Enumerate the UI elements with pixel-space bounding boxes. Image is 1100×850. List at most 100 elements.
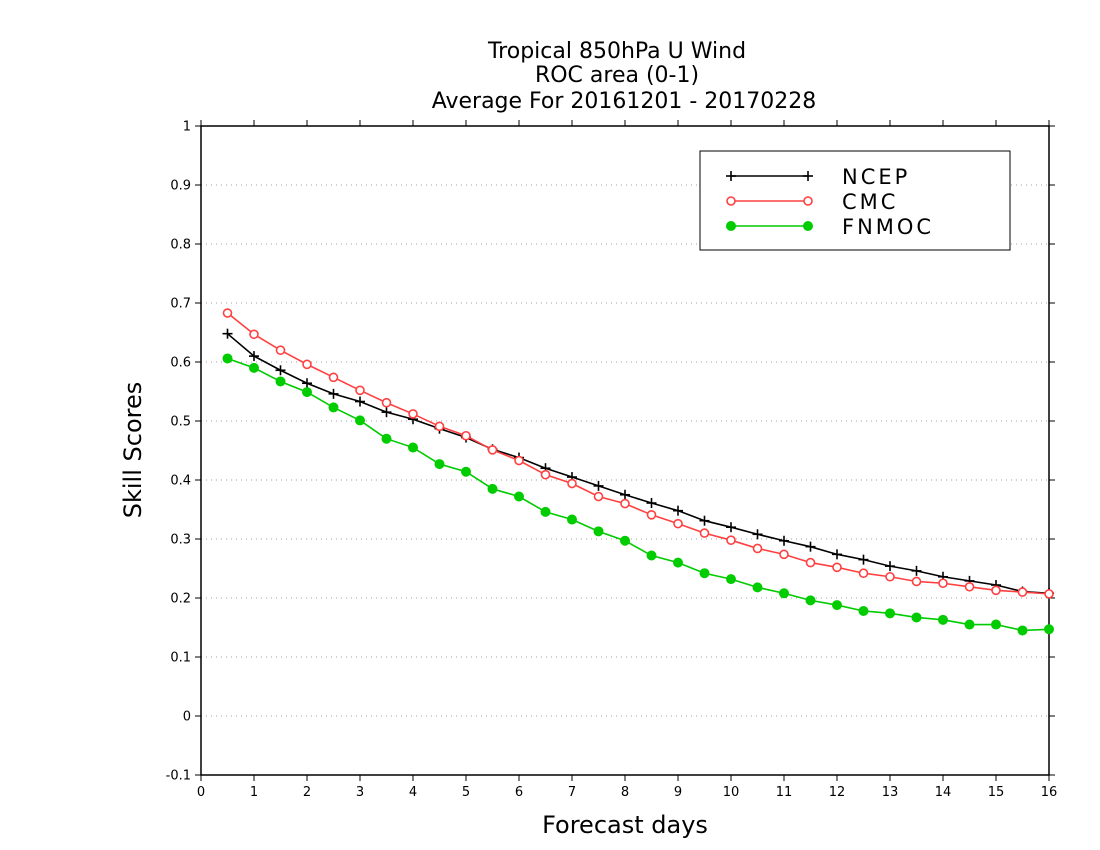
data-point-cmc — [620, 498, 630, 509]
data-point-ncep — [620, 489, 630, 500]
data-point-fnmoc — [726, 574, 736, 585]
data-point-cmc — [434, 421, 445, 432]
title-line-3: Average For 20161201 - 20170228 — [432, 89, 817, 114]
x-tick-label: 16 — [1041, 785, 1058, 800]
title-line-1: Tropical 850hPa U Wind — [487, 39, 746, 64]
y-tick-label: 0.1 — [170, 651, 191, 666]
data-point-cmc — [275, 345, 286, 356]
data-point-fnmoc — [408, 442, 418, 453]
data-point-cmc — [328, 372, 339, 383]
data-point-cmc — [726, 535, 736, 545]
x-tick-label: 2 — [303, 785, 311, 800]
data-point-cmc — [805, 557, 816, 568]
data-point-cmc — [779, 549, 789, 560]
data-point-cmc — [302, 359, 312, 370]
legend-entry-cmc: CMC — [726, 190, 895, 214]
y-tick-label: 0.6 — [170, 356, 191, 371]
data-point-fnmoc — [964, 619, 975, 630]
data-point-cmc — [991, 585, 1001, 596]
data-point-ncep — [275, 365, 286, 376]
data-point-fnmoc — [593, 526, 604, 537]
data-point-fnmoc — [832, 600, 842, 611]
data-point-ncep — [832, 549, 842, 560]
data-point-ncep — [381, 407, 392, 418]
axis-ticks: -0.100.10.20.30.40.50.60.70.80.910 1 2 3 4 5 6… — [166, 120, 1058, 801]
data-point-cmc — [1017, 587, 1028, 597]
data-point-cmc — [593, 491, 604, 502]
data-point-cmc — [885, 571, 895, 582]
data-point-fnmoc — [805, 595, 816, 606]
data-point-cmc — [938, 578, 948, 589]
data-point-fnmoc — [328, 402, 339, 413]
data-point-cmc — [752, 543, 763, 554]
data-point-fnmoc — [567, 514, 577, 525]
y-tick-label: 0.2 — [170, 592, 191, 607]
data-point-fnmoc — [222, 353, 233, 364]
data-point-cmc — [461, 430, 471, 441]
x-axis-title: Forecast days — [542, 811, 708, 839]
data-point-cmc — [249, 329, 259, 340]
data-point-cmc — [832, 562, 842, 573]
data-point-cmc — [487, 445, 498, 455]
legend-entry-ncep: NCEP — [726, 165, 907, 189]
data-point-cmc — [1044, 589, 1054, 599]
data-point-fnmoc — [355, 415, 365, 426]
data-point-fnmoc — [858, 605, 869, 616]
data-point-fnmoc — [1017, 625, 1028, 636]
data-point-cmc — [540, 469, 551, 480]
data-point-ncep — [911, 565, 922, 576]
data-point-ncep — [673, 505, 683, 516]
data-point-cmc — [646, 510, 657, 520]
data-point-fnmoc — [514, 491, 524, 502]
series-ncep — [222, 328, 1054, 599]
title-line-2: ROC area (0-1) — [535, 63, 699, 88]
x-tick-label: 5 — [462, 785, 470, 800]
legend-marker-end — [803, 196, 813, 206]
y-tick-label: 0.3 — [170, 533, 191, 548]
data-point-cmc — [964, 581, 975, 592]
data-point-cmc — [408, 409, 418, 419]
data-point-fnmoc — [938, 614, 948, 625]
data-point-fnmoc — [1044, 624, 1054, 635]
x-tick-label: 1 — [250, 785, 258, 800]
x-tick-label: 8 — [621, 785, 629, 800]
x-tick-label: 9 — [674, 785, 682, 800]
chart-title: Tropical 850hPa U Wind ROC area (0-1) Av… — [432, 39, 817, 114]
grid-lines — [201, 184, 1049, 717]
legend-marker-start — [726, 221, 736, 231]
x-tick-label: 4 — [409, 785, 417, 800]
data-point-ncep — [885, 561, 895, 572]
data-point-ncep — [328, 388, 339, 399]
data-point-ncep — [249, 351, 259, 362]
x-tick-label: 10 — [723, 785, 740, 800]
data-point-fnmoc — [646, 550, 657, 561]
data-point-fnmoc — [885, 608, 895, 619]
y-tick-label: 0 — [183, 710, 191, 725]
data-point-cmc — [911, 576, 922, 587]
data-point-fnmoc — [911, 612, 922, 623]
data-point-ncep — [699, 515, 710, 526]
data-point-ncep — [752, 529, 763, 540]
legend-marker-end — [803, 171, 813, 181]
data-point-cmc — [699, 528, 710, 538]
data-point-ncep — [726, 522, 736, 533]
data-point-cmc — [858, 568, 869, 579]
x-tick-label: 0 — [197, 785, 205, 800]
data-point-fnmoc — [381, 433, 392, 444]
data-point-ncep — [593, 480, 604, 491]
data-point-cmc — [355, 385, 365, 396]
series-cmc — [222, 308, 1054, 599]
x-tick-label: 12 — [829, 785, 846, 800]
x-tick-label: 11 — [776, 785, 793, 800]
data-point-ncep — [355, 396, 365, 407]
data-point-fnmoc — [673, 557, 683, 568]
data-point-fnmoc — [302, 387, 312, 398]
data-point-fnmoc — [540, 506, 551, 517]
data-point-fnmoc — [461, 466, 471, 477]
y-tick-label: 1 — [183, 120, 191, 135]
legend-marker-end — [803, 221, 813, 231]
data-point-fnmoc — [249, 362, 259, 373]
data-point-ncep — [646, 498, 657, 509]
series-line-cmc — [226, 312, 1050, 595]
